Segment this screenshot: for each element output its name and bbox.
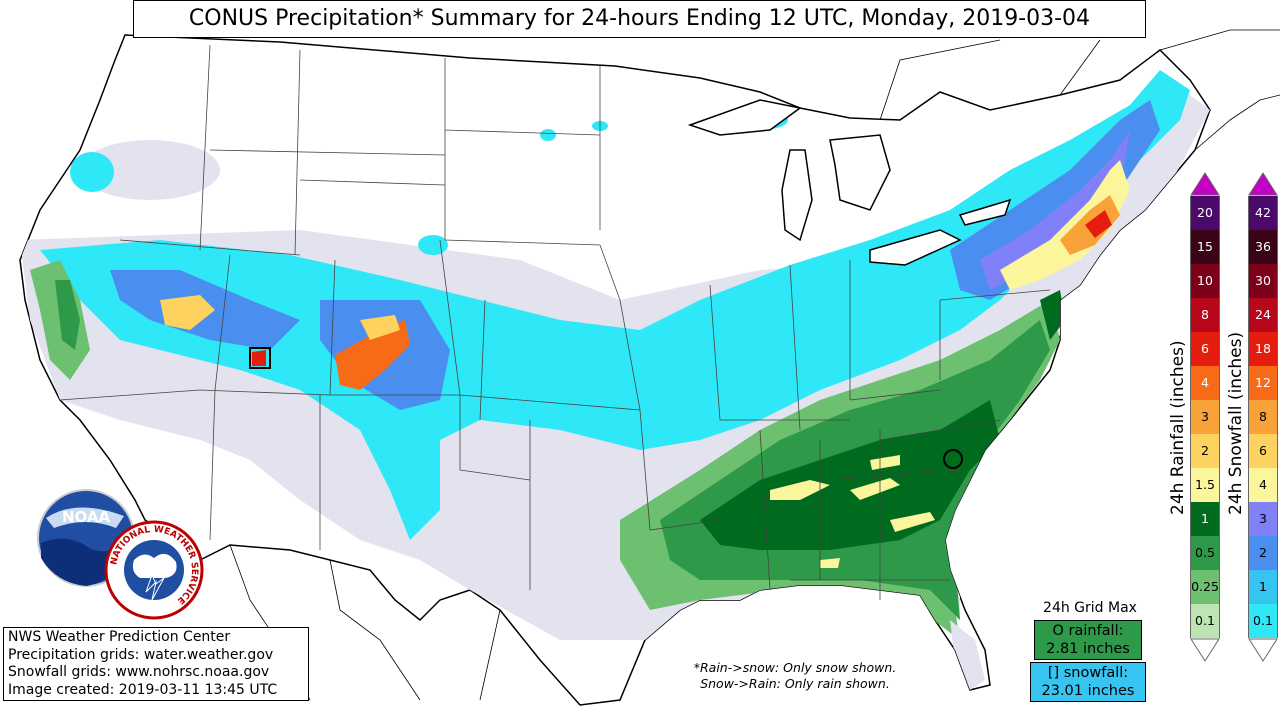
note-line-1: *Rain->snow: Only snow shown. <box>693 660 897 675</box>
noaa-logo-text: NOAA <box>62 508 111 526</box>
snow-patch-2 <box>418 235 448 255</box>
snow-legend-cell: 1 <box>1248 570 1278 604</box>
snow-max-value: 23.01 inches <box>1041 683 1135 699</box>
rain-dark-green-2 <box>1040 290 1065 340</box>
snow-max-box: [] snowfall: 23.01 inches <box>1030 662 1146 702</box>
rain-streak-3 <box>890 512 935 532</box>
info-line-3: Snowfall grids: www.nohrsc.noaa.gov <box>8 664 270 680</box>
trace-precip-north <box>80 140 220 200</box>
snow-patch-4 <box>540 129 556 141</box>
rain-legend-cell: 0.5 <box>1190 536 1220 570</box>
info-line-2: Precipitation grids: water.weather.gov <box>8 646 274 663</box>
snow-patch-1 <box>70 152 114 192</box>
info-box: NWS Weather Prediction Center Precipitat… <box>3 627 309 701</box>
snow-legend-cell: 36 <box>1248 230 1278 264</box>
snow-legend-cell: 30 <box>1248 264 1278 298</box>
snow-legend: 42 36 30 24 18 12 8 6 4 3 2 1 0.1 <box>1248 172 1278 662</box>
rain-max-value: 2.81 inches <box>1046 641 1130 657</box>
rain-snow-note: *Rain->snow: Only snow shown. Snow->Rain… <box>660 660 930 692</box>
rain-legend-cell: 2 <box>1190 434 1220 468</box>
snow-legend-label: 24h Snowfall (inches) <box>1226 331 1246 515</box>
rain-legend-cell: 4 <box>1190 366 1220 400</box>
snow-legend-cell: 4 <box>1248 468 1278 502</box>
snow-legend-cell: 6 <box>1248 434 1278 468</box>
rain-legend-cell: 0.25 <box>1190 570 1220 604</box>
snow-ne-red <box>1085 210 1112 238</box>
precip-field <box>20 70 1210 690</box>
rain-legend-cell: 3 <box>1190 400 1220 434</box>
map-title: CONUS Precipitation* Summary for 24-hour… <box>133 0 1146 38</box>
snow-max-label: [] snowfall: <box>1047 665 1129 681</box>
rain-max-box: O rainfall: 2.81 inches <box>1034 620 1142 660</box>
great-lakes <box>687 99 1012 266</box>
snow-legend-cell: 18 <box>1248 332 1278 366</box>
rain-legend-cell: 8 <box>1190 298 1220 332</box>
rain-streak-2 <box>850 478 900 500</box>
note-line-2: Snow->Rain: Only rain shown. <box>700 676 890 691</box>
rain-max-marker <box>943 449 963 469</box>
grid-max-title: 24h Grid Max <box>1043 600 1137 616</box>
snow-ne-purple <box>980 130 1130 290</box>
snow-cap-top <box>1248 172 1278 196</box>
info-line-1: NWS Weather Prediction Center <box>8 629 231 645</box>
rain-florida <box>950 620 985 690</box>
snow-ne-yellow <box>1000 160 1130 290</box>
snow-utah-yellow <box>160 295 215 330</box>
rain-legend-cell: 15 <box>1190 230 1220 264</box>
nws-logo: NATIONAL WEATHER SERVICE <box>104 520 204 620</box>
info-line-4: Image created: 2019-03-11 13:45 UTC <box>8 681 278 698</box>
rain-streak-1 <box>770 480 830 500</box>
snow-co-yellow <box>360 315 400 340</box>
snow-max-area <box>252 350 266 366</box>
rain-cap-top <box>1190 172 1220 196</box>
snow-legend-cell: 42 <box>1248 196 1278 230</box>
snow-legend-cell: 3 <box>1248 502 1278 536</box>
snow-band-cyan <box>40 70 1190 540</box>
state-boundaries <box>59 44 1051 600</box>
rain-legend-cell: 1.5 <box>1190 468 1220 502</box>
snow-cap-bottom <box>1248 638 1278 662</box>
snow-legend-cell: 12 <box>1248 366 1278 400</box>
snow-legend-cell: 0.1 <box>1248 604 1278 638</box>
rain-max-label: O rainfall: <box>1052 623 1124 639</box>
canada-outline <box>879 29 1280 151</box>
rain-dark-green <box>700 400 1000 550</box>
snow-legend-cell: 8 <box>1248 400 1278 434</box>
noaa-logo: NOAA <box>37 489 135 587</box>
rain-legend-cell: 6 <box>1190 332 1220 366</box>
rain-legend-cell: 20 <box>1190 196 1220 230</box>
rain-legend-cell: 10 <box>1190 264 1220 298</box>
rain-legend-cell: 0.1 <box>1190 604 1220 638</box>
rain-legend: 20 15 10 8 6 4 3 2 1.5 1 0.5 0.25 0.1 <box>1190 172 1220 662</box>
rain-west-coast-2 <box>55 280 80 350</box>
rain-streak-4 <box>870 455 900 470</box>
snow-co-orange <box>335 320 410 390</box>
rain-legend-label: 24h Rainfall (inches) <box>1168 340 1188 515</box>
snow-legend-cell: 24 <box>1248 298 1278 332</box>
snow-legend-cell: 2 <box>1248 536 1278 570</box>
rain-legend-cell: 1 <box>1190 502 1220 536</box>
snow-max-marker <box>249 347 271 369</box>
rain-streak-5 <box>820 558 840 568</box>
rain-cap-bottom <box>1190 638 1220 662</box>
